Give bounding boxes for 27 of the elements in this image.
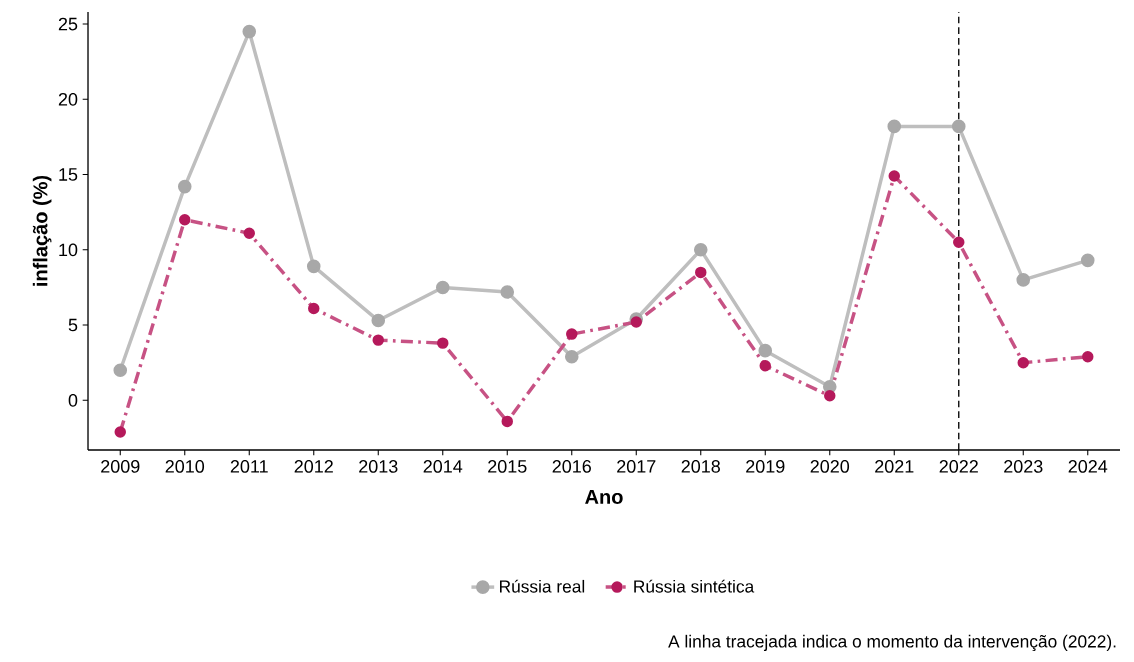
x-tick-label: 2020	[810, 460, 850, 473]
x-tick-label: 2024	[1068, 460, 1108, 473]
text: A linha tracejada indica o momento da intervenção (2022).	[668, 634, 1116, 652]
x-tick-label: 2010	[165, 460, 205, 473]
y-tick-label: 25	[58, 17, 78, 31]
y-tick-label: 10	[59, 243, 78, 257]
x-tick-label: 2021	[875, 460, 914, 473]
legend-label: Rússia sintética	[634, 579, 755, 593]
y-tick-label: 5	[68, 318, 78, 332]
y-tick-label: 20	[58, 92, 78, 106]
legend-label: Rússia real	[500, 579, 585, 593]
x-axis-title: Ano	[585, 489, 623, 504]
x-tick-label: 2009	[101, 460, 140, 473]
x-tick-label: 2017	[617, 460, 656, 473]
x-tick-label: 2016	[552, 460, 591, 473]
y-tick-label: 15	[59, 168, 78, 181]
x-tick-label: 2013	[359, 460, 398, 473]
x-tick-label: 2023	[1004, 460, 1043, 473]
x-tick-label: 2011	[230, 460, 268, 473]
x-tick-label: 2015	[488, 460, 527, 473]
x-tick-label: 2018	[681, 460, 720, 473]
y-axis-title: inflação (%)	[32, 175, 52, 286]
x-tick-label: 2012	[294, 460, 333, 473]
x-tick-label: 2019	[746, 460, 785, 473]
x-tick-label: 2014	[423, 460, 463, 473]
y-tick-label: 0	[68, 393, 78, 407]
x-tick-label: 2022	[939, 460, 978, 473]
